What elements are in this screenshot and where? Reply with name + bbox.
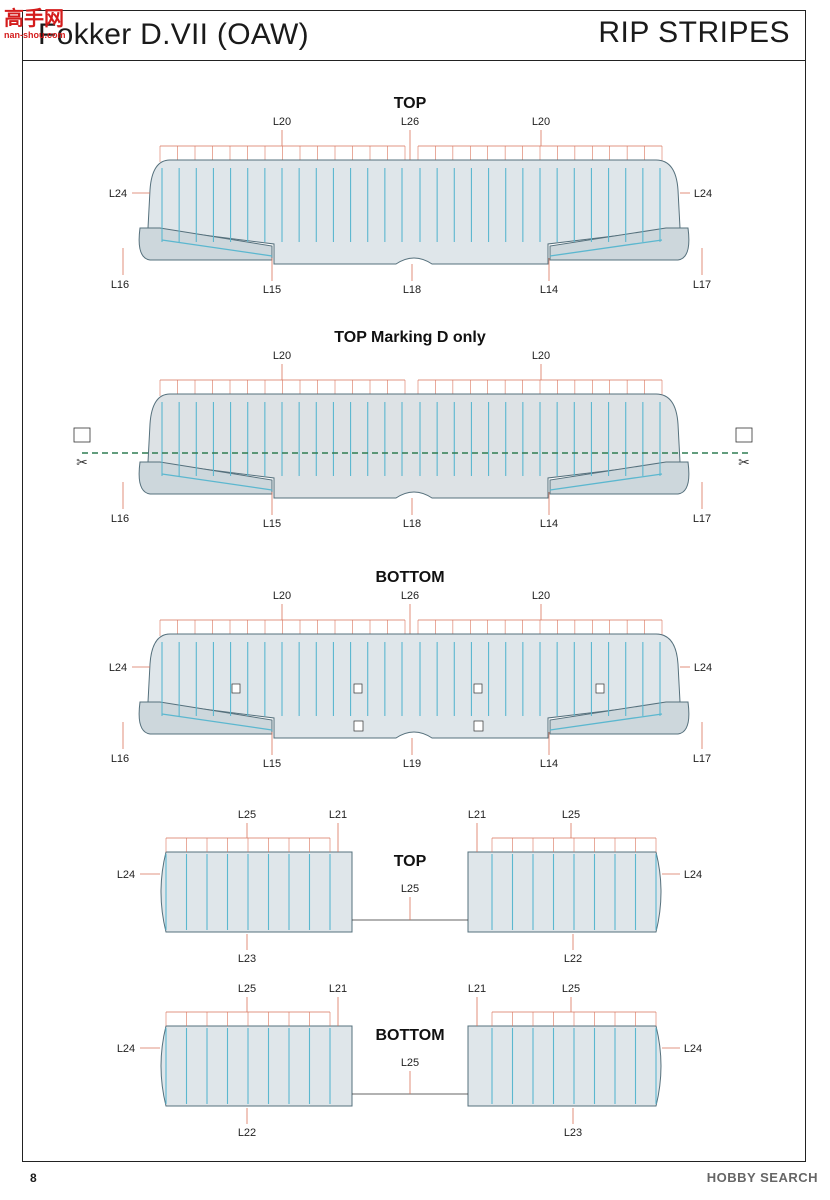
decal-sheet-icon xyxy=(73,427,91,443)
label-right-tip: L17 xyxy=(693,753,711,765)
lower-wing-bottom-diagram: BOTTOM L25 L25 L21 L21 L25 L24 L24 L22 L23 xyxy=(117,983,702,1139)
label-left-bottom: L23 xyxy=(238,953,256,965)
label-left-bottom: L22 xyxy=(238,1127,256,1139)
upper-wing-outline xyxy=(147,393,681,499)
header-rule xyxy=(22,60,806,61)
label-center-top: L26 xyxy=(401,590,419,602)
label-left-side: L24 xyxy=(117,1043,135,1055)
right-wingtip-aileron xyxy=(549,227,690,261)
label-center: L18 xyxy=(403,518,421,530)
label-center: L25 xyxy=(401,883,419,895)
label-left-side: L24 xyxy=(117,869,135,881)
inspection-panel xyxy=(353,720,364,732)
label-left-tip: L16 xyxy=(111,753,129,765)
right-wingtip-aileron xyxy=(549,461,690,495)
label-center: L25 xyxy=(401,1057,419,1069)
upper-wing-outline xyxy=(147,159,681,265)
label-left-top: L20 xyxy=(273,116,291,128)
label-right-ribs: L25 xyxy=(562,983,580,995)
right-wingtip-aileron xyxy=(549,701,690,735)
section-heading: TOP Marking D only xyxy=(334,329,486,346)
site-logo: 高手网 nan-shou.com xyxy=(0,0,80,42)
label-right-edge: L21 xyxy=(468,809,486,821)
label-left-side: L24 xyxy=(109,662,127,674)
lower-wing-right-half xyxy=(467,1025,662,1107)
label-right-aileron: L14 xyxy=(540,758,558,770)
scissors-icon: ✂ xyxy=(738,455,750,471)
inspection-panel xyxy=(353,683,363,694)
label-right-tip: L17 xyxy=(693,279,711,291)
inspection-panel xyxy=(231,683,241,694)
label-left-tip: L16 xyxy=(111,279,129,291)
label-right-side: L24 xyxy=(684,869,702,881)
label-right-side: L24 xyxy=(694,662,712,674)
left-wingtip-aileron xyxy=(138,461,273,495)
label-right-ribs: L25 xyxy=(562,809,580,821)
label-center: L19 xyxy=(403,758,421,770)
upper-wing-top-diagram: TOP L20 L20 L26 L24 L24 L16 L15 L18 L14 L17 xyxy=(109,95,712,296)
aileron-rib xyxy=(549,473,663,491)
label-left-ribs: L25 xyxy=(238,809,256,821)
watermark: HOBBY SEARCH xyxy=(706,1170,818,1185)
aileron-rib xyxy=(161,239,273,257)
label-right-aileron: L14 xyxy=(540,518,558,530)
inspection-panel xyxy=(473,720,484,732)
page-number: 8 xyxy=(30,1171,37,1185)
label-right-aileron: L14 xyxy=(540,284,558,296)
label-left-ribs: L25 xyxy=(238,983,256,995)
decal-sheet-icon xyxy=(735,427,753,443)
label-left-top: L20 xyxy=(273,590,291,602)
lower-wing-right-half xyxy=(467,851,662,933)
label-left-edge: L21 xyxy=(329,809,347,821)
label-right-side: L24 xyxy=(694,188,712,200)
label-left-aileron: L15 xyxy=(263,284,281,296)
section-heading: TOP xyxy=(394,95,427,112)
aileron-rib xyxy=(161,713,273,731)
upper-wing-outline xyxy=(147,633,681,739)
scissors-icon: ✂ xyxy=(76,455,88,471)
label-center: L18 xyxy=(403,284,421,296)
aileron-rib xyxy=(549,713,663,731)
label-right-tip: L17 xyxy=(693,513,711,525)
lower-wing-top-diagram: TOP L25 L25 L21 L21 L25 L24 L24 L23 L22 xyxy=(117,809,702,965)
label-left-tip: L16 xyxy=(111,513,129,525)
label-right-bottom: L22 xyxy=(564,953,582,965)
aircraft-title: Fokker D.VII (OAW) xyxy=(38,18,309,51)
label-right-top: L20 xyxy=(532,590,550,602)
aileron-rib xyxy=(549,239,663,257)
label-right-top: L20 xyxy=(532,350,550,362)
logo-text: 高手网 xyxy=(4,8,64,30)
section-heading: BOTTOM xyxy=(375,569,444,586)
left-wingtip-aileron xyxy=(138,227,273,261)
label-right-side: L24 xyxy=(684,1043,702,1055)
inspection-panel xyxy=(595,683,605,694)
lower-wing-left-half xyxy=(160,1025,353,1107)
label-right-top: L20 xyxy=(532,116,550,128)
page-frame xyxy=(22,10,806,1162)
label-right-bottom: L23 xyxy=(564,1127,582,1139)
label-center-top: L26 xyxy=(401,116,419,128)
inspection-panel xyxy=(473,683,483,694)
lower-wing-left-half xyxy=(160,851,353,933)
upper-wing-top-marking-d-diagram: TOP Marking D only L20 L20 L16 L15 L18 L14 L17 ✂… xyxy=(73,329,753,530)
section-title: RIP STRIPES xyxy=(598,16,790,49)
label-left-side: L24 xyxy=(109,188,127,200)
label-left-edge: L21 xyxy=(329,983,347,995)
label-left-aileron: L15 xyxy=(263,518,281,530)
aileron-rib xyxy=(161,473,273,491)
upper-wing-bottom-diagram: BOTTOM L20 L20 L26 L24 L24 L16 L15 L19 L14 L17 xyxy=(109,569,712,770)
label-left-aileron: L15 xyxy=(263,758,281,770)
label-left-top: L20 xyxy=(273,350,291,362)
section-heading: TOP xyxy=(394,853,427,870)
label-right-edge: L21 xyxy=(468,983,486,995)
left-wingtip-aileron xyxy=(138,701,273,735)
logo-subtext: nan-shou.com xyxy=(4,30,66,40)
section-heading: BOTTOM xyxy=(375,1027,444,1044)
